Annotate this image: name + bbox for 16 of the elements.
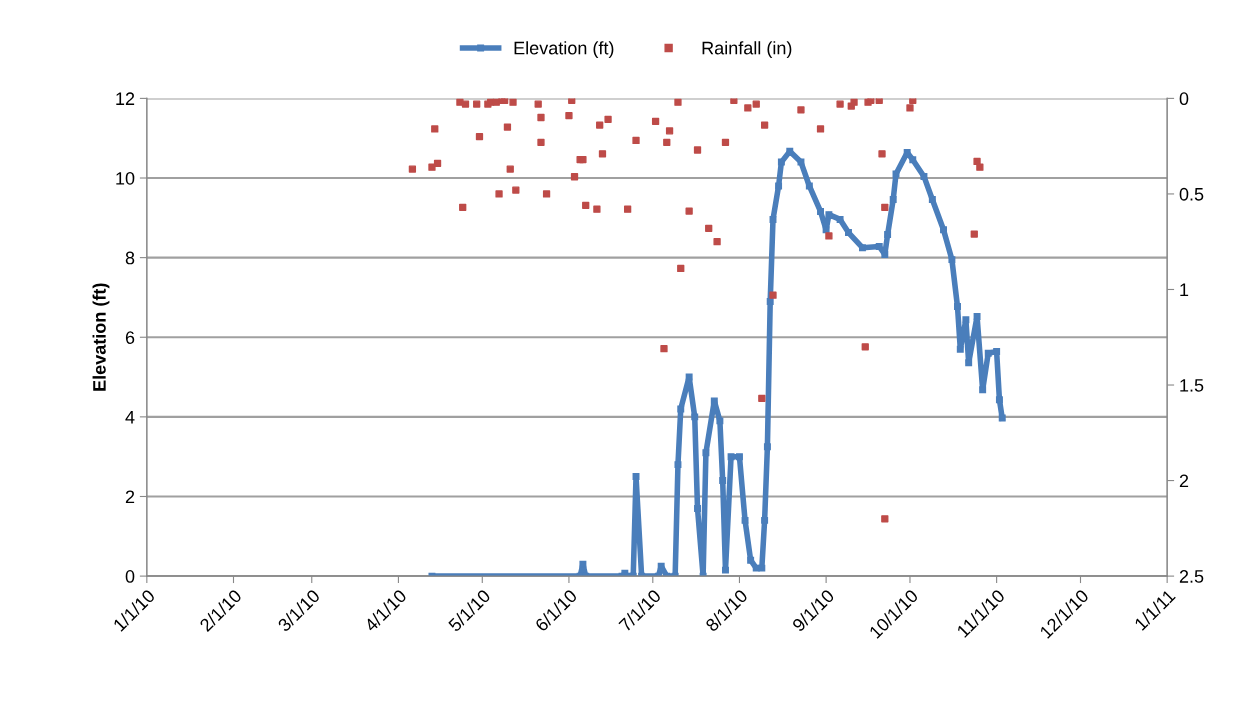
y2-tick-label: 2.5 <box>1179 570 1204 583</box>
y2-tick-label: 0 <box>1179 92 1189 106</box>
y2-tick-label: 1.5 <box>1180 379 1204 392</box>
y-tick-label: 12 <box>116 92 135 105</box>
y2-tick-label: 2 <box>1179 474 1189 488</box>
y-tick-label: 10 <box>116 171 135 185</box>
legend-label: Rainfall (in) <box>702 41 792 59</box>
y2-tick-label: 0.5 <box>1179 187 1204 201</box>
y-tick-label: 4 <box>125 410 135 424</box>
y2-tick-label: 1 <box>1180 283 1189 297</box>
y-tick-label: 8 <box>125 251 135 265</box>
y-tick-label: 0 <box>125 570 135 583</box>
y-tick-label: 2 <box>125 490 135 504</box>
y-axis-title: Elevation (ft) <box>92 283 110 391</box>
y-tick-label: 6 <box>125 331 135 344</box>
legend-label: Elevation (ft) <box>514 41 614 59</box>
